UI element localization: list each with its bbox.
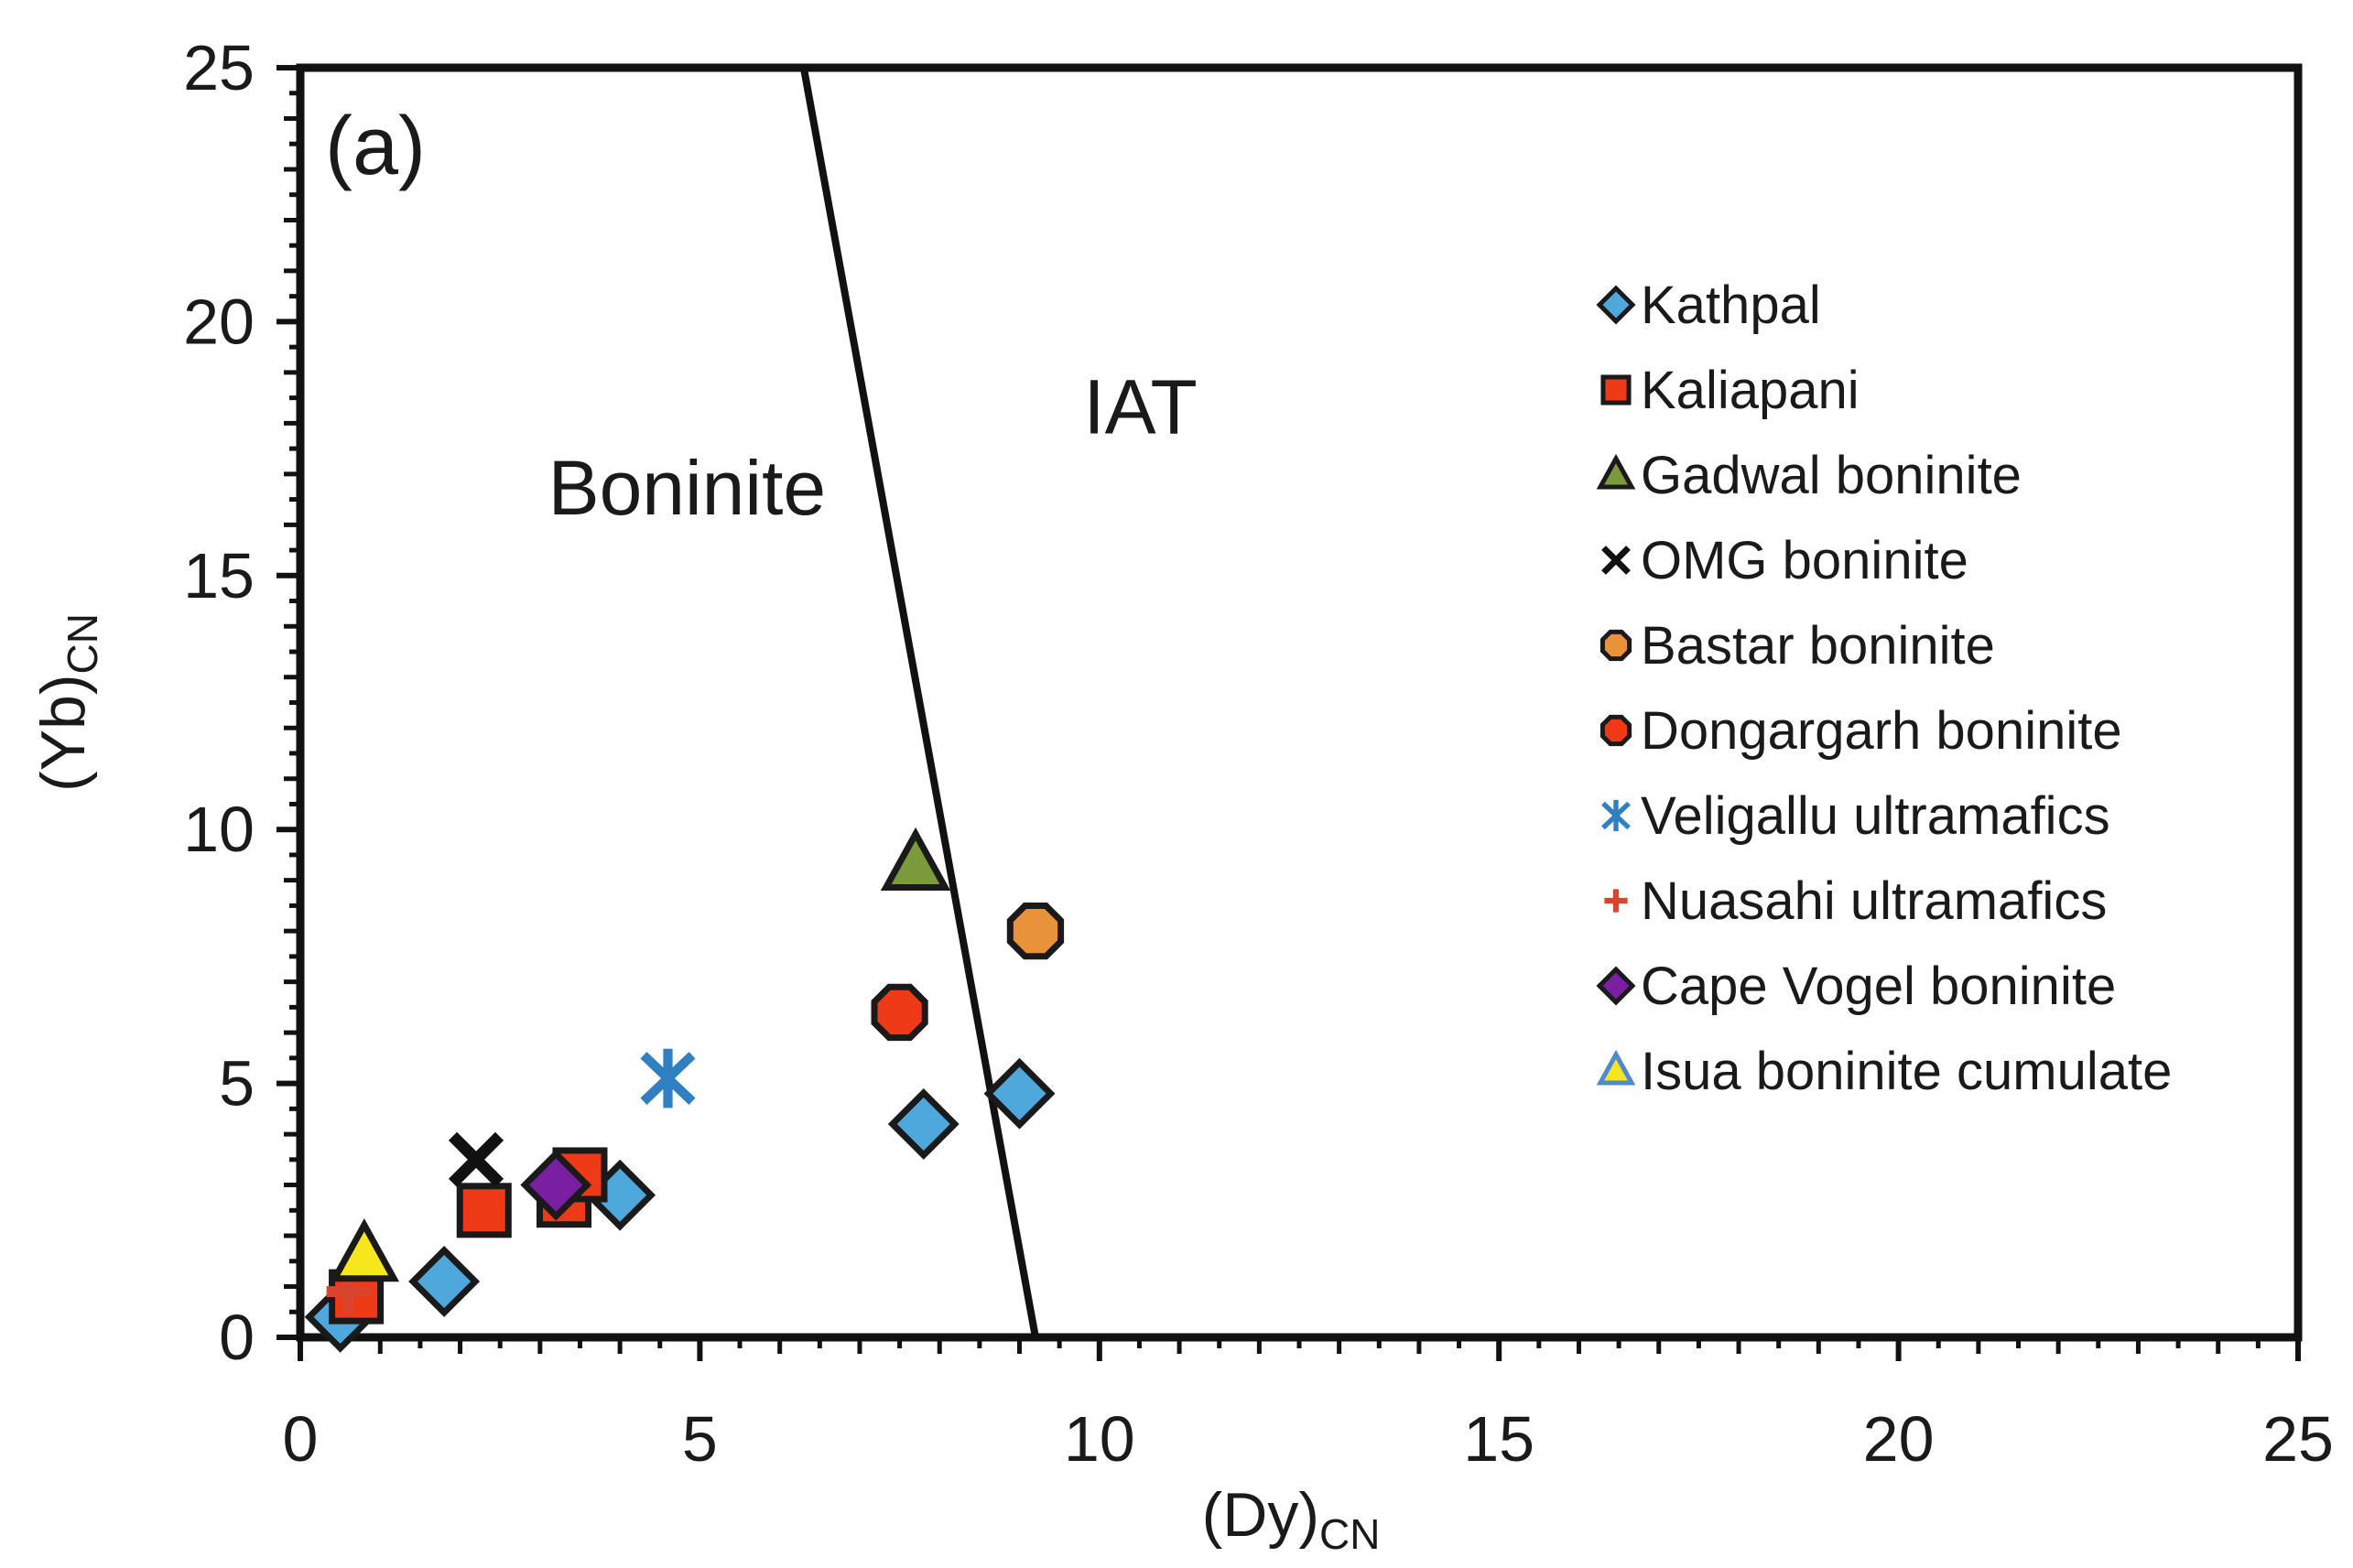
y-axis-label-sub: CN [59, 613, 106, 674]
legend-marker-veligallu-ultramafics [1601, 799, 1631, 832]
x-axis-label-main: (Dy) [1202, 1480, 1319, 1550]
legend-label-isua-boninite-cumulate: Isua boninite cumulate [1641, 1042, 2172, 1101]
x-tick-label: 5 [682, 1403, 718, 1475]
legend-marker-kathpal [1596, 285, 1636, 325]
legend-label-bastar-boninite: Bastar boninite [1641, 616, 1995, 676]
x-tick-label: 25 [2262, 1403, 2334, 1475]
panel-label: (a) [325, 101, 426, 192]
legend-item-kaliapani: Kaliapani [1600, 361, 1860, 420]
legend-label-kathpal: Kathpal [1641, 276, 1821, 335]
x-tick-label: 15 [1463, 1403, 1534, 1475]
region-label-iat: IAT [1083, 363, 1197, 449]
legend-item-kathpal: Kathpal [1596, 276, 1821, 335]
point-kathpal [887, 1088, 960, 1160]
legend-label-veligallu-ultramafics: Veligallu ultramafics [1641, 786, 2110, 846]
legend-marker-nuasahi-ultramafics [1604, 889, 1628, 913]
legend-item-dongargarh-boninite: Dongargarh boninite [1599, 701, 2122, 761]
point-dongargarh-boninite [871, 983, 928, 1042]
legend-marker-isua-boninite-cumulate [1596, 1049, 1636, 1086]
point-kathpal [408, 1246, 481, 1317]
point-cape-vogel-boninite [520, 1149, 592, 1221]
x-tick-label: 10 [1064, 1403, 1135, 1475]
y-tick-label: 5 [219, 1048, 255, 1119]
y-axis-label: (Yb)CN [28, 613, 106, 792]
point-kaliapani [456, 1183, 512, 1238]
legend-marker-bastar-boninite [1599, 629, 1632, 662]
point-veligallu-ultramafics [640, 1048, 696, 1108]
x-tick-label: 0 [283, 1403, 319, 1475]
y-tick-label: 10 [183, 794, 255, 865]
boninite-iat-boundary-line [799, 67, 1039, 1338]
legend-item-cape-vogel-boninite: Cape Vogel boninite [1596, 957, 2116, 1016]
point-bastar-boninite [1006, 903, 1065, 960]
y-tick-label: 25 [183, 32, 255, 103]
x-tick-label: 20 [1863, 1403, 1935, 1475]
point-gadwal-boninite [880, 827, 951, 892]
legend-marker-gadwal-boninite [1596, 453, 1636, 490]
point-omg-boninite [448, 1131, 504, 1187]
region-label-boninite: Boninite [548, 445, 827, 531]
legend-item-omg-boninite: OMG boninite [1601, 531, 1968, 590]
legend-marker-omg-boninite [1601, 546, 1631, 575]
legend-label-cape-vogel-boninite: Cape Vogel boninite [1641, 957, 2116, 1016]
legend-label-gadwal-boninite: Gadwal boninite [1641, 446, 2022, 505]
legend-item-veligallu-ultramafics: Veligallu ultramafics [1601, 786, 2110, 846]
point-isua-boninite-cumulate [329, 1217, 400, 1282]
legend-item-nuasahi-ultramafics: Nuasahi ultramafics [1604, 871, 2107, 931]
y-axis-label-main: (Yb) [28, 674, 98, 791]
legend-label-dongargarh-boninite: Dongargarh boninite [1641, 701, 2122, 761]
legend-marker-kaliapani [1600, 374, 1632, 406]
y-tick-label: 15 [183, 540, 255, 611]
x-axis-label-sub: CN [1319, 1510, 1380, 1558]
x-axis-label: (Dy)CN [1202, 1480, 1381, 1558]
legend-label-omg-boninite: OMG boninite [1641, 531, 1968, 590]
legend-item-isua-boninite-cumulate: Isua boninite cumulate [1596, 1042, 2172, 1101]
legend-item-gadwal-boninite: Gadwal boninite [1596, 446, 2022, 505]
legend-marker-cape-vogel-boninite [1596, 966, 1636, 1006]
legend-label-kaliapani: Kaliapani [1641, 361, 1860, 420]
point-kathpal [983, 1057, 1056, 1130]
legend-label-nuasahi-ultramafics: Nuasahi ultramafics [1641, 871, 2107, 931]
legend-item-bastar-boninite: Bastar boninite [1599, 616, 1995, 676]
legend-marker-dongargarh-boninite [1599, 714, 1632, 747]
y-tick-label: 0 [219, 1302, 255, 1373]
y-tick-label: 20 [183, 286, 255, 357]
